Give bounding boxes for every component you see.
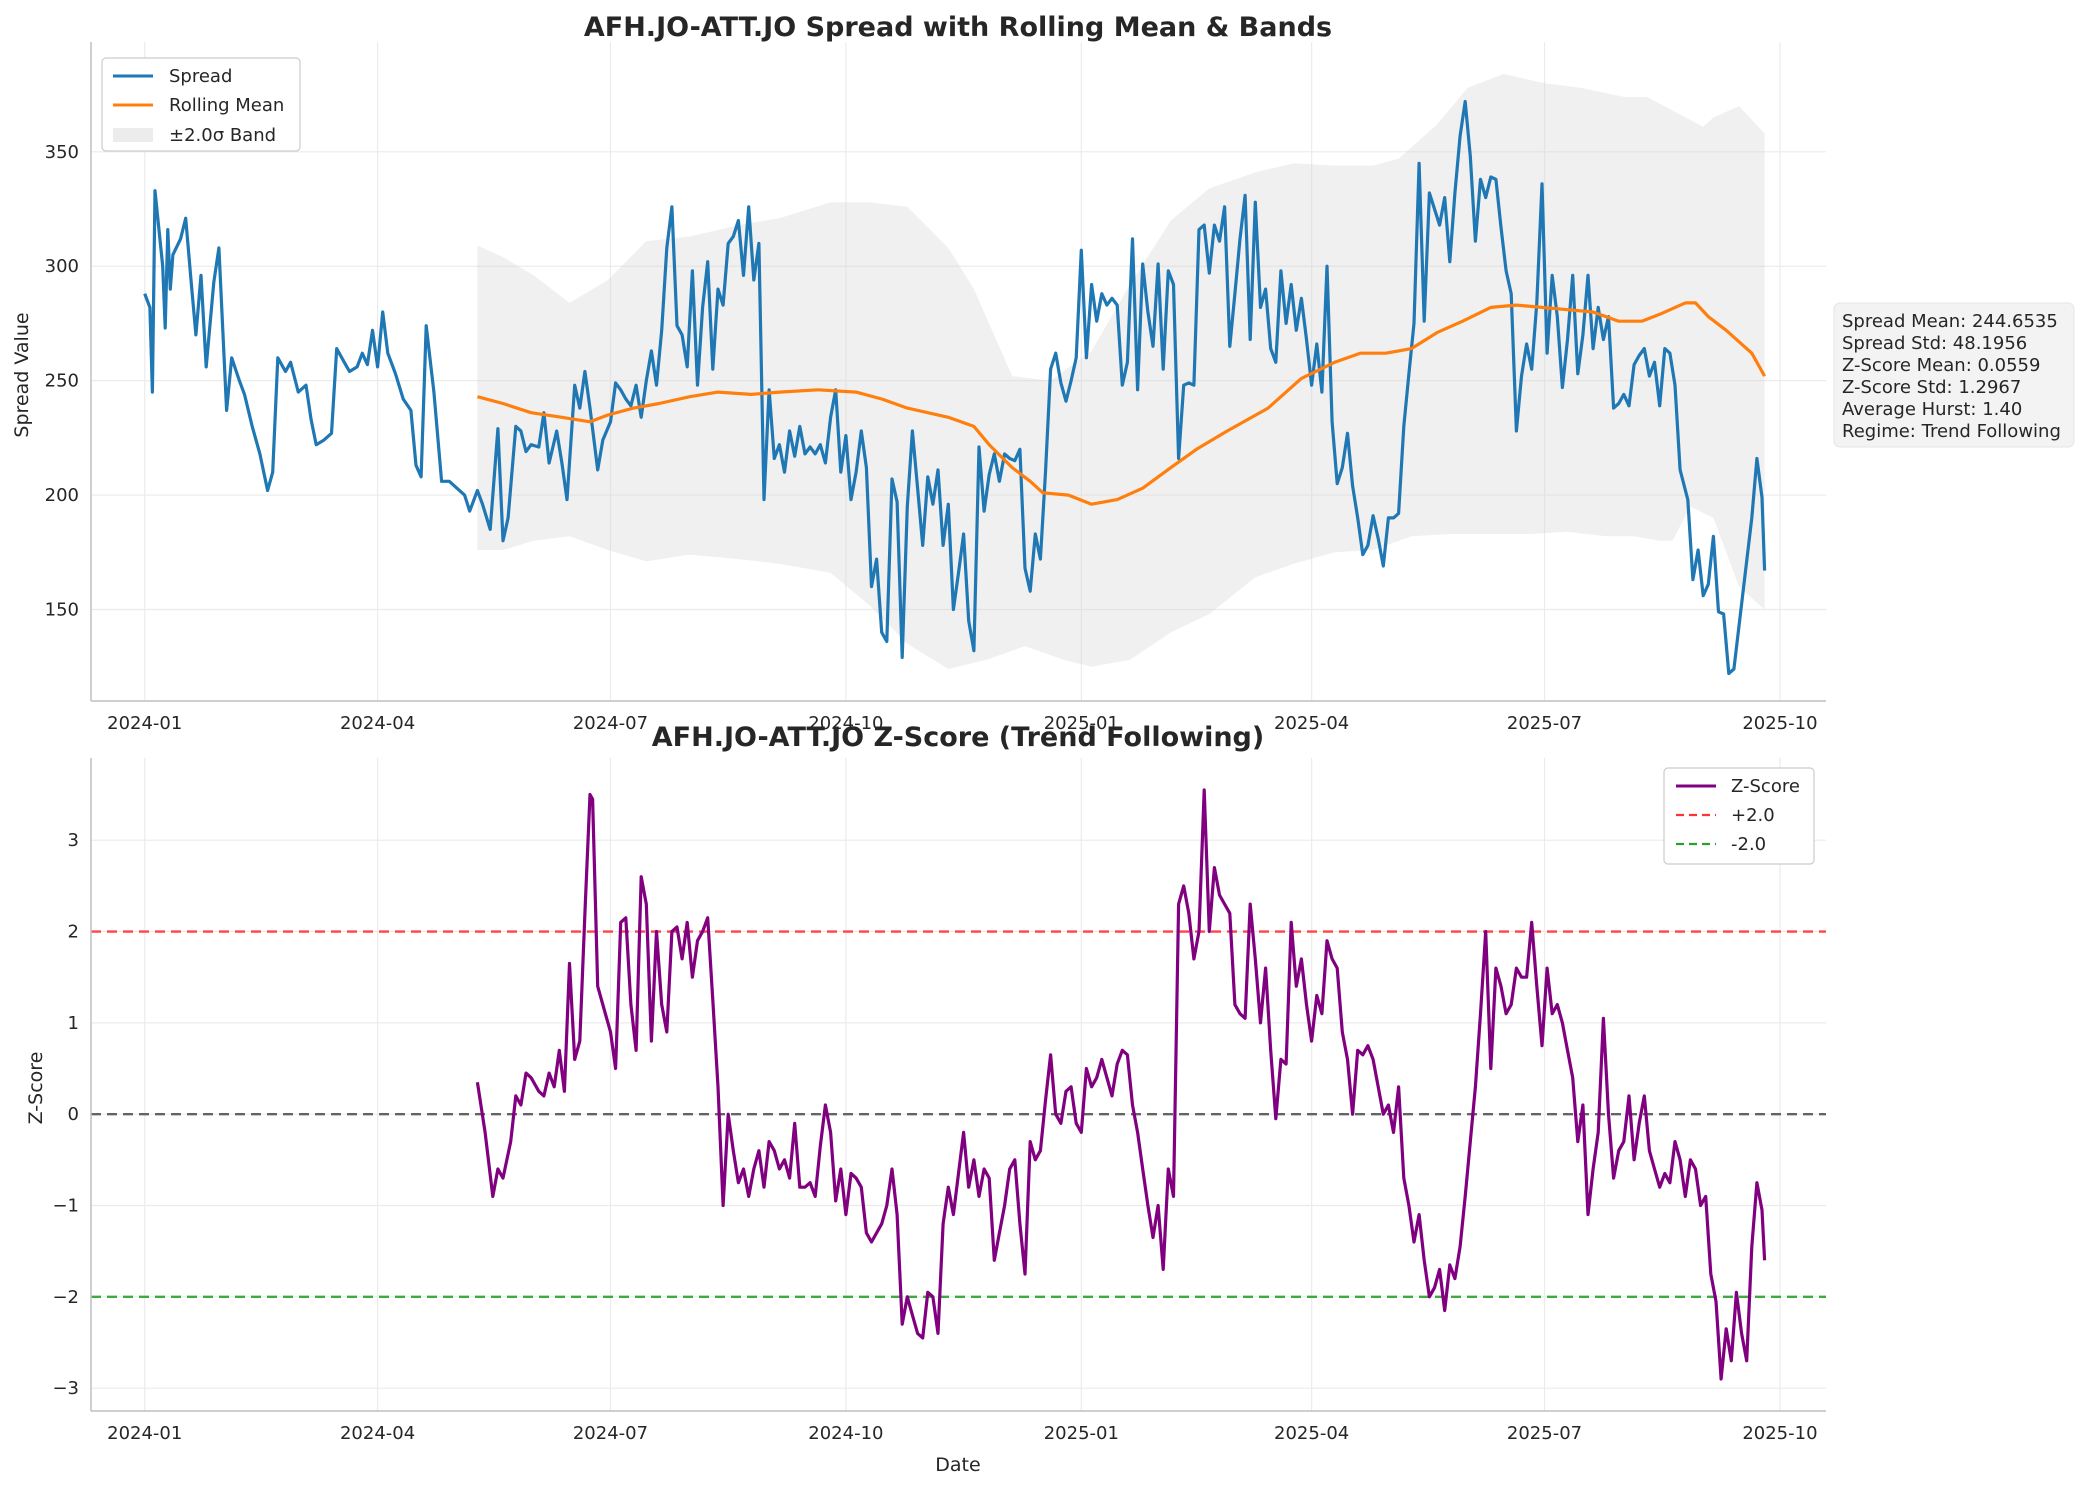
y-tick-label: 300 <box>45 256 79 277</box>
y-tick-label: 350 <box>45 142 79 163</box>
x-tick-label: 2024-07 <box>573 713 648 734</box>
spread-chart-title: AFH.JO-ATT.JO Spread with Rolling Mean &… <box>584 12 1332 43</box>
y-tick-label: 1 <box>68 1013 79 1034</box>
x-tick-label: 2025-10 <box>1742 1423 1817 1444</box>
zscore-legend: Z-Score +2.0 -2.0 <box>1663 767 1815 865</box>
legend-band-swatch <box>113 128 153 142</box>
y-tick-label: 200 <box>45 485 79 506</box>
stat-average-hurst: Average Hurst: 1.40 <box>1842 399 2022 420</box>
stat-spread-mean: Spread Mean: 244.6535 <box>1842 311 2058 332</box>
x-tick-label: 2025-07 <box>1507 713 1582 734</box>
stat-zscore-mean: Z-Score Mean: 0.0559 <box>1842 355 2040 376</box>
y-tick-label: 0 <box>68 1104 79 1125</box>
zscore-chart-title: AFH.JO-ATT.JO Z-Score (Trend Following) <box>652 722 1264 753</box>
y-tick-label: 2 <box>68 922 79 943</box>
series-line-z-score <box>475 788 1767 1381</box>
x-tick-label: 2024-01 <box>107 713 182 734</box>
y-tick-label: 250 <box>45 371 79 392</box>
spread-legend-box <box>101 57 301 152</box>
legend-zscore-label: Z-Score <box>1731 776 1800 797</box>
spread-legend: Spread Rolling Mean ±2.0σ Band <box>101 57 301 152</box>
spread-tick-labels: 2024-01 2024-04 2024-07 2024-10 2025-01 2025-… <box>45 142 1818 734</box>
spread-panel: AFH.JO-ATT.JO Spread with Rolling Mean &… <box>11 12 1826 734</box>
x-tick-label: 2024-10 <box>808 713 883 734</box>
y-tick-label: −1 <box>52 1196 79 1217</box>
zscore-grid <box>91 758 1826 1411</box>
spread-series-group <box>143 99 1767 676</box>
zscore-reference-lines <box>91 930 1826 1299</box>
x-tick-label: 2025-07 <box>1507 1423 1582 1444</box>
x-tick-label: 2024-04 <box>340 713 415 734</box>
x-tick-label: 2025-04 <box>1274 1423 1349 1444</box>
y-tick-label: 3 <box>68 830 79 851</box>
x-tick-label: 2025-01 <box>1044 1423 1119 1444</box>
legend-spread-label: Spread <box>169 66 232 87</box>
x-tick-label: 2024-10 <box>808 1423 883 1444</box>
legend-rolling-mean-label: Rolling Mean <box>169 95 284 116</box>
stat-spread-std: Spread Std: 48.1956 <box>1842 333 2027 354</box>
stat-regime: Regime: Trend Following <box>1842 421 2061 442</box>
series-line-spread <box>143 99 1767 676</box>
x-tick-label: 2025-01 <box>1044 713 1119 734</box>
zscore-tick-labels: 2024-01 2024-04 2024-07 2024-10 2025-01 2025-… <box>52 830 1817 1444</box>
date-x-axis-label: Date <box>935 1454 980 1476</box>
zscore-axes <box>90 758 1826 1412</box>
spread-y-axis-label: Spread Value <box>11 312 33 437</box>
zscore-series-group <box>475 788 1767 1381</box>
stats-box-bg <box>1833 302 2075 448</box>
zscore-panel: AFH.JO-ATT.JO Z-Score (Trend Following) … <box>25 722 1826 1476</box>
x-tick-label: 2024-04 <box>340 1423 415 1444</box>
legend-band-label: ±2.0σ Band <box>169 125 276 146</box>
zscore-legend-box <box>1663 767 1815 865</box>
x-tick-label: 2025-10 <box>1742 713 1817 734</box>
legend-plus2-label: +2.0 <box>1731 805 1775 826</box>
y-tick-label: −2 <box>52 1287 79 1308</box>
stat-zscore-std: Z-Score Std: 1.2967 <box>1842 377 2021 398</box>
y-tick-label: −3 <box>52 1378 79 1399</box>
zscore-y-axis-label: Z-Score <box>25 1052 47 1125</box>
x-tick-label: 2025-04 <box>1274 713 1349 734</box>
spread-axes <box>90 42 1826 702</box>
x-tick-label: 2024-07 <box>573 1423 648 1444</box>
legend-minus2-label: -2.0 <box>1731 834 1766 855</box>
stats-box: Spread Mean: 244.6535 Spread Std: 48.195… <box>1833 302 2075 448</box>
series-line-rolling-mean <box>476 301 1766 506</box>
x-tick-label: 2024-01 <box>107 1423 182 1444</box>
y-tick-label: 150 <box>45 599 79 620</box>
